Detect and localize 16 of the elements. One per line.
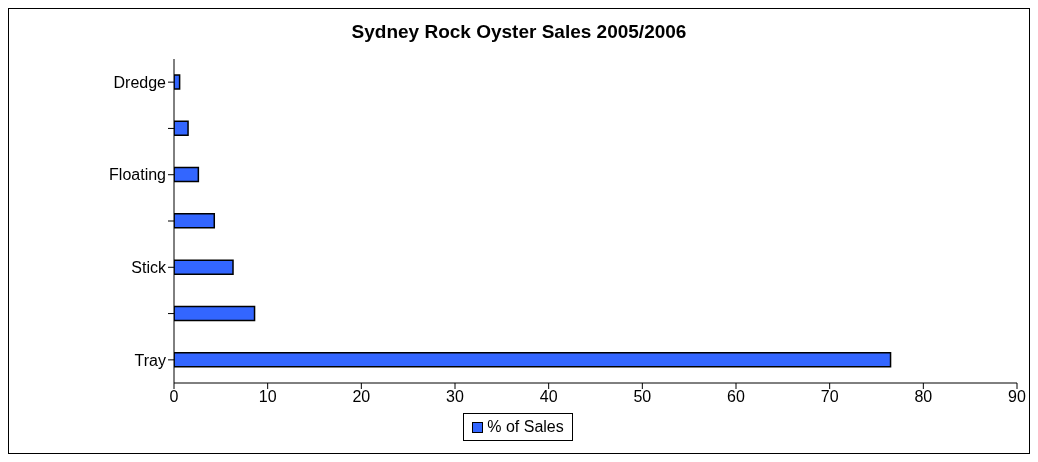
x-tick-label: 90 bbox=[1008, 388, 1026, 406]
chart-title: Sydney Rock Oyster Sales 2005/2006 bbox=[350, 20, 688, 44]
x-tick-label: 10 bbox=[258, 388, 277, 406]
x-tick-label: 70 bbox=[820, 388, 839, 406]
x-tick-label: 80 bbox=[914, 388, 933, 406]
y-tick-label: Dredge bbox=[113, 73, 167, 91]
y-tick-label: Stick bbox=[131, 258, 167, 276]
x-tick-label: 30 bbox=[446, 388, 464, 406]
x-tick-label: 40 bbox=[539, 388, 558, 406]
x-tick-label: 20 bbox=[352, 388, 371, 406]
x-tick-label: 0 bbox=[169, 388, 179, 406]
y-tick-label: Tray bbox=[134, 351, 166, 369]
legend-label: % of Sales bbox=[486, 418, 564, 436]
y-tick-label: Floating bbox=[109, 166, 166, 184]
x-tick-label: 60 bbox=[727, 388, 745, 406]
x-tick-label: 50 bbox=[633, 388, 652, 406]
